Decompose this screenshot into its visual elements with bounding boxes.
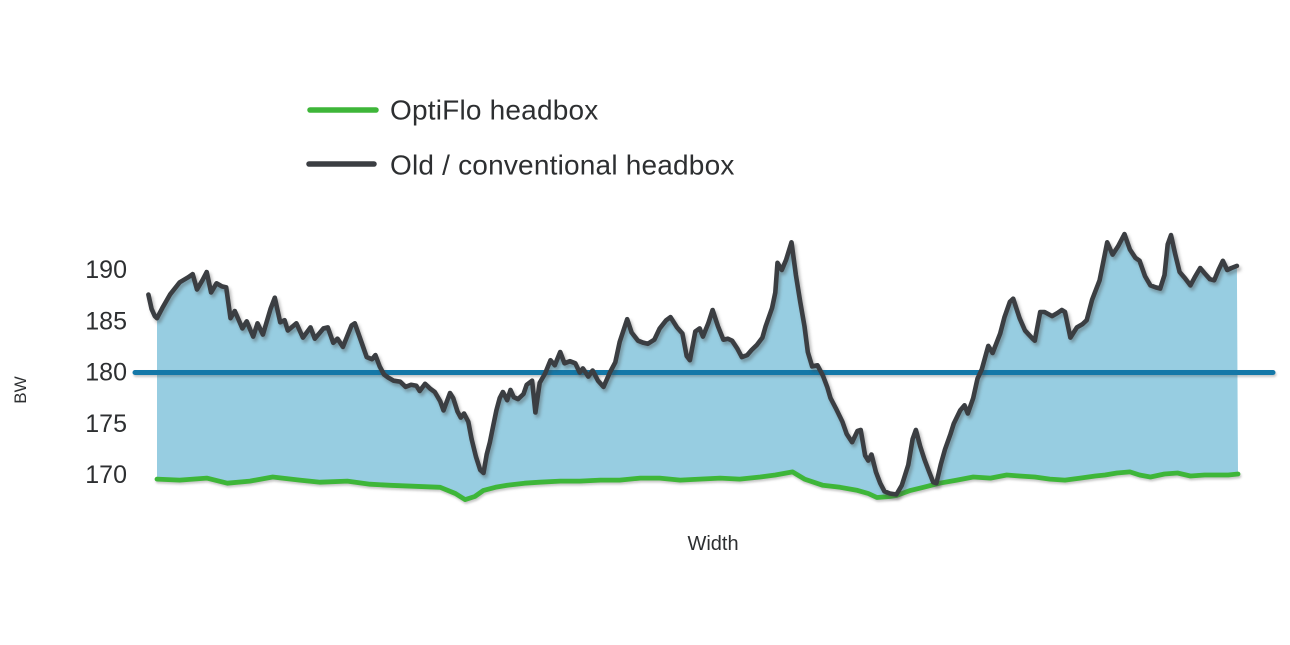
x-axis-label: Width — [687, 533, 738, 555]
legend: OptiFlo headbox Old / conventional headb… — [306, 95, 735, 181]
y-tick-175: 175 — [85, 410, 127, 438]
y-tick-190: 190 — [85, 256, 127, 284]
y-axis: 190 185 180 175 170 BW — [11, 256, 127, 489]
y-tick-170: 170 — [85, 461, 127, 489]
y-tick-180: 180 — [85, 359, 127, 387]
bw-variation-area — [157, 234, 1238, 500]
old-headbox-line — [146, 231, 1240, 497]
optiflo-line — [154, 469, 1241, 502]
y-tick-185: 185 — [85, 307, 127, 335]
y-axis-label: BW — [11, 376, 30, 403]
legend-label-old-headbox: Old / conventional headbox — [390, 150, 735, 181]
legend-label-optiflo: OptiFlo headbox — [390, 95, 598, 126]
plot-area — [132, 231, 1276, 502]
